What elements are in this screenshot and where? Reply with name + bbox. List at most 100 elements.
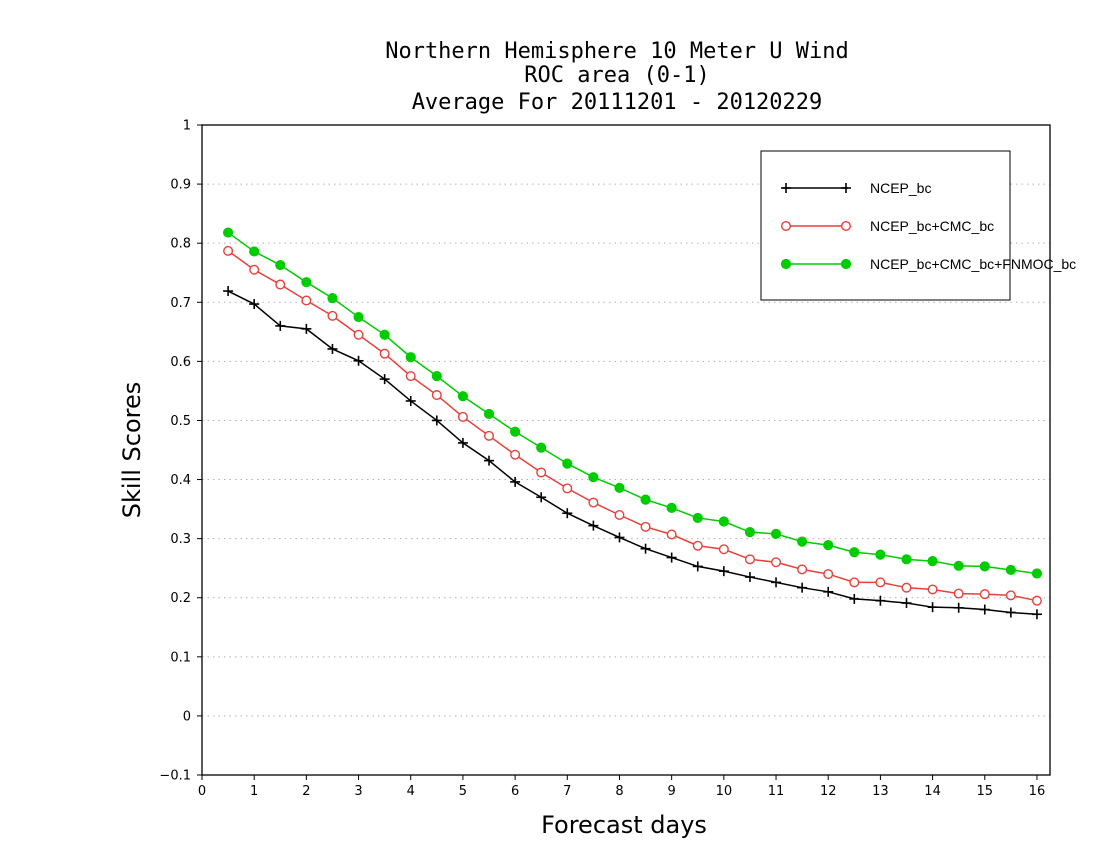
data-point: [666, 529, 677, 540]
data-point: [1005, 607, 1016, 618]
data-point: [849, 593, 860, 604]
data-point: [875, 549, 886, 560]
data-point: [405, 395, 416, 406]
x-tick-label: 0: [198, 784, 206, 799]
data-point: [823, 586, 834, 597]
data-point: [666, 502, 677, 514]
data-point: [536, 442, 547, 453]
data-point: [249, 246, 260, 257]
x-tick-label: 4: [407, 784, 415, 799]
data-point: [718, 544, 729, 555]
x-tick-label: 13: [872, 784, 889, 799]
data-point: [353, 311, 364, 323]
data-point: [979, 589, 990, 600]
data-point: [510, 426, 521, 437]
legend-label: NCEP_bc: [870, 180, 931, 196]
y-axis-ticks: −0.1 0 0.1 0.2 0.3 0.4 0.5 0.6 0.7 0.8 0.9 1: [159, 119, 202, 784]
data-point: [640, 521, 651, 532]
data-point: [823, 540, 834, 551]
data-point: [979, 604, 990, 615]
x-tick-label: 1: [250, 784, 258, 799]
y-tick-label: 0.6: [170, 355, 191, 370]
y-tick-label: 1: [183, 119, 191, 134]
data-point: [901, 598, 912, 609]
y-tick-label: 0.1: [170, 650, 191, 665]
data-point: [536, 467, 547, 478]
data-point: [536, 492, 547, 503]
data-point: [327, 310, 338, 321]
data-point: [1005, 564, 1016, 576]
y-tick-label: 0: [183, 709, 191, 724]
data-point: [379, 329, 390, 340]
data-point: [927, 555, 938, 567]
x-tick-label: 5: [459, 784, 467, 799]
data-point: [614, 482, 625, 493]
data-point: [588, 472, 599, 483]
data-point: [249, 264, 260, 275]
x-axis-label: Forecast days: [541, 811, 707, 839]
data-point: [379, 374, 390, 385]
x-tick-label: 15: [976, 784, 993, 799]
data-point: [901, 582, 912, 593]
data-point: [692, 512, 703, 524]
data-point: [353, 355, 364, 366]
data-point: [405, 352, 416, 363]
data-point: [640, 543, 651, 554]
legend-marker: [841, 183, 851, 193]
legend-entry: NCEP_bc+CMC_bc: [781, 218, 994, 234]
data-point: [327, 293, 338, 304]
data-point: [718, 566, 729, 577]
data-point: [692, 540, 703, 551]
x-axis-ticks: 0 1 2 3 4 5 6 7 8 9 10 11 12 13 14 15 16: [198, 775, 1045, 799]
legend-marker: [781, 183, 791, 193]
y-axis-label: Skill Scores: [118, 382, 146, 519]
data-point: [510, 476, 521, 487]
y-tick-label: 0.9: [170, 178, 191, 193]
data-point: [510, 449, 521, 460]
data-point: [1031, 568, 1043, 579]
data-point: [692, 561, 703, 572]
x-tick-label: 14: [924, 784, 941, 799]
data-point: [1031, 595, 1042, 606]
legend-label: NCEP_bc+CMC_bc+FNMOC_bc: [870, 256, 1076, 272]
data-point: [744, 572, 755, 583]
data-point: [1031, 609, 1042, 620]
data-point: [562, 458, 573, 469]
data-point: [457, 437, 468, 448]
grid-lines: [202, 183, 1050, 717]
data-point: [484, 455, 495, 466]
data-point: [223, 245, 234, 256]
data-point: [483, 408, 495, 420]
title-line: Northern Hemisphere 10 Meter U Wind: [385, 39, 849, 64]
x-tick-label: 3: [354, 784, 362, 799]
series-0: [223, 286, 1042, 620]
legend-entry: NCEP_bc+CMC_bc+FNMOC_bc: [780, 256, 1076, 272]
data-point: [849, 577, 860, 588]
data-point: [457, 391, 469, 402]
series-layer: [222, 227, 1043, 620]
data-point: [353, 329, 364, 340]
data-point: [379, 348, 390, 359]
data-point: [744, 527, 756, 538]
data-point: [718, 516, 729, 527]
x-tick-label: 11: [768, 784, 785, 799]
data-point: [222, 227, 234, 238]
data-point: [484, 430, 495, 441]
data-point: [771, 577, 782, 588]
data-point: [823, 569, 834, 580]
data-point: [327, 343, 338, 354]
x-tick-label: 7: [563, 784, 571, 799]
y-tick-label: 0.3: [170, 532, 191, 547]
series-line: [227, 290, 1038, 616]
data-point: [614, 510, 625, 521]
data-point: [666, 552, 677, 563]
data-point: [562, 508, 573, 519]
series-1: [223, 245, 1042, 606]
x-tick-label: 16: [1029, 784, 1046, 799]
data-point: [953, 602, 964, 613]
x-tick-label: 10: [716, 784, 733, 799]
data-point: [901, 554, 912, 565]
x-tick-label: 9: [668, 784, 676, 799]
data-point: [301, 277, 312, 288]
